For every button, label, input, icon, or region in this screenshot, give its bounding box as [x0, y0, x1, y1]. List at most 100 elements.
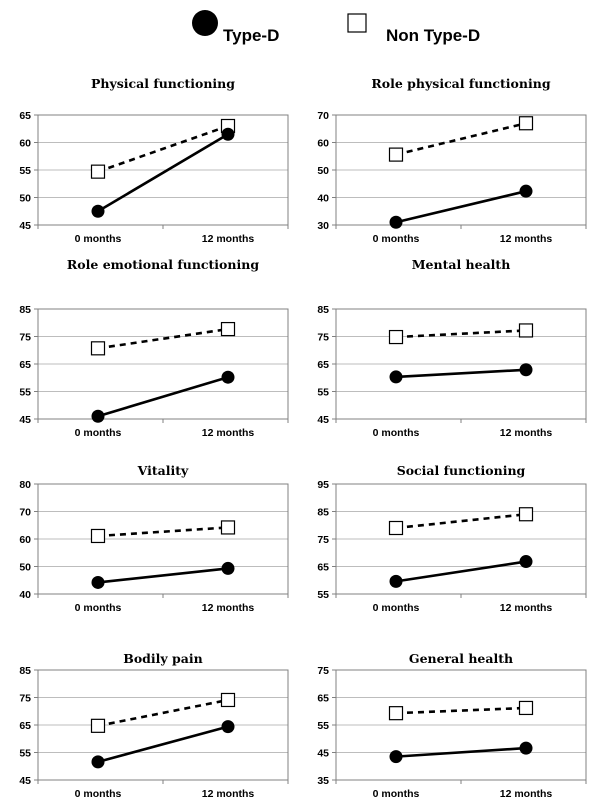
chart-panel-1: Physical functioning 45 50 55 60 65 0 months 12… [19, 76, 289, 245]
chart-panel-2: Role physical functioning 30 40 50 60 70 0 mon… [317, 76, 587, 245]
point-non-type-d [518, 323, 534, 338]
legend-item-type-d: Type-D [192, 10, 279, 45]
y-tick-label: 45 [19, 414, 31, 426]
y-tick-label: 45 [19, 775, 31, 787]
y-tick-label: 45 [19, 220, 31, 232]
series-line-non-type-d [97, 698, 229, 728]
series-line-non-type-d [395, 121, 527, 156]
point-type-d [91, 575, 105, 589]
y-tick-label: 65 [19, 110, 31, 122]
x-tick-label: 0 months [373, 427, 420, 439]
x-tick-label: 12 months [500, 427, 553, 439]
y-tick-label: 85 [317, 304, 329, 316]
point-non-type-d [220, 692, 236, 708]
chart-title: Vitality [137, 463, 189, 478]
y-tick-label: 45 [317, 414, 329, 426]
y-tick-label: 45 [317, 748, 329, 760]
chart-panel-3: Role emotional functioning 45 55 65 75 85 0 mo… [19, 257, 289, 439]
point-non-type-d [90, 528, 106, 544]
y-tick-label: 50 [317, 165, 329, 177]
legend-marker-non-type-d [347, 13, 367, 33]
chart-panel-6: Social functioning 55 65 75 85 95 0 months 12 m… [317, 463, 587, 614]
y-tick-label: 65 [19, 720, 31, 732]
chart-title: Role emotional functioning [67, 257, 259, 272]
point-non-type-d [388, 520, 404, 536]
y-tick-label: 55 [19, 748, 31, 760]
series-line-non-type-d [97, 124, 229, 173]
point-non-type-d [90, 164, 106, 179]
series-line-non-type-d [97, 526, 229, 538]
point-type-d [91, 755, 105, 769]
point-non-type-d [518, 700, 534, 716]
chart-title: Social functioning [397, 463, 526, 478]
y-tick-label: 60 [19, 138, 31, 150]
point-type-d [389, 574, 403, 588]
x-tick-label: 12 months [202, 788, 255, 800]
y-tick-label: 30 [317, 220, 329, 232]
point-type-d [389, 215, 403, 229]
point-type-d [221, 370, 235, 384]
y-tick-label: 55 [317, 720, 329, 732]
point-type-d [221, 720, 235, 734]
x-tick-label: 0 months [75, 427, 122, 439]
point-type-d [519, 363, 533, 377]
point-non-type-d [518, 116, 534, 131]
chart-panel-4: Mental health 45 55 65 75 85 0 months 12 months [317, 257, 587, 439]
legend-marker-type-d [192, 10, 218, 36]
x-tick-label: 0 months [373, 233, 420, 245]
y-tick-label: 75 [19, 332, 31, 344]
y-tick-label: 75 [317, 534, 329, 546]
y-tick-label: 55 [19, 387, 31, 399]
y-tick-label: 50 [19, 562, 31, 574]
chart-title: Role physical functioning [371, 76, 550, 91]
series-line-type-d [97, 375, 229, 418]
x-tick-label: 0 months [75, 233, 122, 245]
y-tick-label: 85 [19, 304, 31, 316]
series-line-type-d [97, 725, 229, 764]
y-tick-label: 55 [317, 387, 329, 399]
point-type-d [519, 184, 533, 198]
x-tick-label: 12 months [500, 788, 553, 800]
chart-panel-5: Vitality 40 50 60 70 80 0 months 12 months [19, 463, 289, 614]
y-tick-label: 70 [19, 507, 31, 519]
series-line-type-d [395, 560, 527, 583]
series-line-non-type-d [395, 706, 527, 715]
point-type-d [519, 741, 533, 755]
point-type-d [221, 561, 235, 575]
x-tick-label: 12 months [500, 602, 553, 614]
series-line-type-d [395, 189, 527, 224]
y-tick-label: 60 [19, 534, 31, 546]
y-tick-label: 95 [317, 479, 329, 491]
y-tick-label: 55 [317, 589, 329, 601]
y-tick-label: 60 [317, 138, 329, 150]
y-tick-label: 65 [317, 693, 329, 705]
legend-label-non-type-d: Non Type-D [386, 26, 480, 45]
legend: Type-D Non Type-D [192, 10, 480, 45]
point-non-type-d [90, 718, 106, 733]
series-line-type-d [97, 133, 229, 213]
point-non-type-d [518, 507, 534, 522]
point-type-d [221, 127, 235, 141]
y-tick-label: 85 [317, 507, 329, 519]
y-tick-label: 65 [317, 359, 329, 371]
point-type-d [389, 370, 403, 384]
chart-panel-7: Bodily pain 45 55 65 75 85 0 months 12 months [19, 651, 289, 800]
x-tick-label: 12 months [500, 233, 553, 245]
point-type-d [91, 204, 105, 218]
series-line-type-d [395, 746, 527, 758]
y-tick-label: 75 [19, 693, 31, 705]
series-line-non-type-d [97, 327, 229, 350]
legend-item-non-type-d: Non Type-D [347, 13, 480, 45]
chart-title: Mental health [412, 257, 511, 272]
chart-title: Physical functioning [91, 76, 235, 91]
point-non-type-d [220, 520, 236, 535]
y-tick-label: 70 [317, 110, 329, 122]
chart-title: Bodily pain [123, 651, 202, 666]
chart-title: General health [409, 651, 513, 666]
y-tick-label: 75 [317, 332, 329, 344]
y-tick-label: 75 [317, 665, 329, 677]
x-tick-label: 12 months [202, 233, 255, 245]
y-tick-label: 85 [19, 665, 31, 677]
chart-panels: Physical functioning 45 50 55 60 65 0 months 12… [19, 76, 587, 800]
point-non-type-d [90, 341, 106, 356]
